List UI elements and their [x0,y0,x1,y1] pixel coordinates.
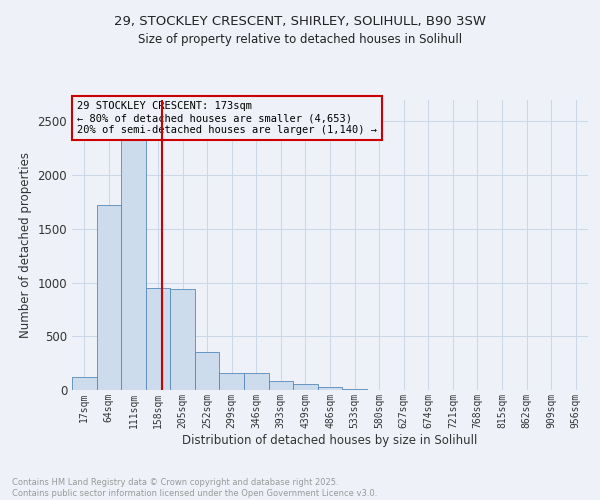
Bar [220,374,244,390]
Bar [195,352,220,390]
Bar [342,389,367,390]
X-axis label: Distribution of detached houses by size in Solihull: Distribution of detached houses by size … [182,434,478,446]
Text: 29 STOCKLEY CRESCENT: 173sqm
← 80% of detached houses are smaller (4,653)
20% of: 29 STOCKLEY CRESCENT: 173sqm ← 80% of de… [77,102,377,134]
Bar [318,388,342,390]
Text: Contains HM Land Registry data © Crown copyright and database right 2025.
Contai: Contains HM Land Registry data © Crown c… [12,478,377,498]
Bar [146,288,170,390]
Text: Size of property relative to detached houses in Solihull: Size of property relative to detached ho… [138,32,462,46]
Text: 29, STOCKLEY CRESCENT, SHIRLEY, SOLIHULL, B90 3SW: 29, STOCKLEY CRESCENT, SHIRLEY, SOLIHULL… [114,15,486,28]
Y-axis label: Number of detached properties: Number of detached properties [19,152,32,338]
Bar [72,377,97,390]
Bar [269,382,293,390]
Bar [244,374,269,390]
Bar [293,384,318,390]
Bar [121,134,146,390]
Bar [170,289,195,390]
Bar [97,206,121,390]
